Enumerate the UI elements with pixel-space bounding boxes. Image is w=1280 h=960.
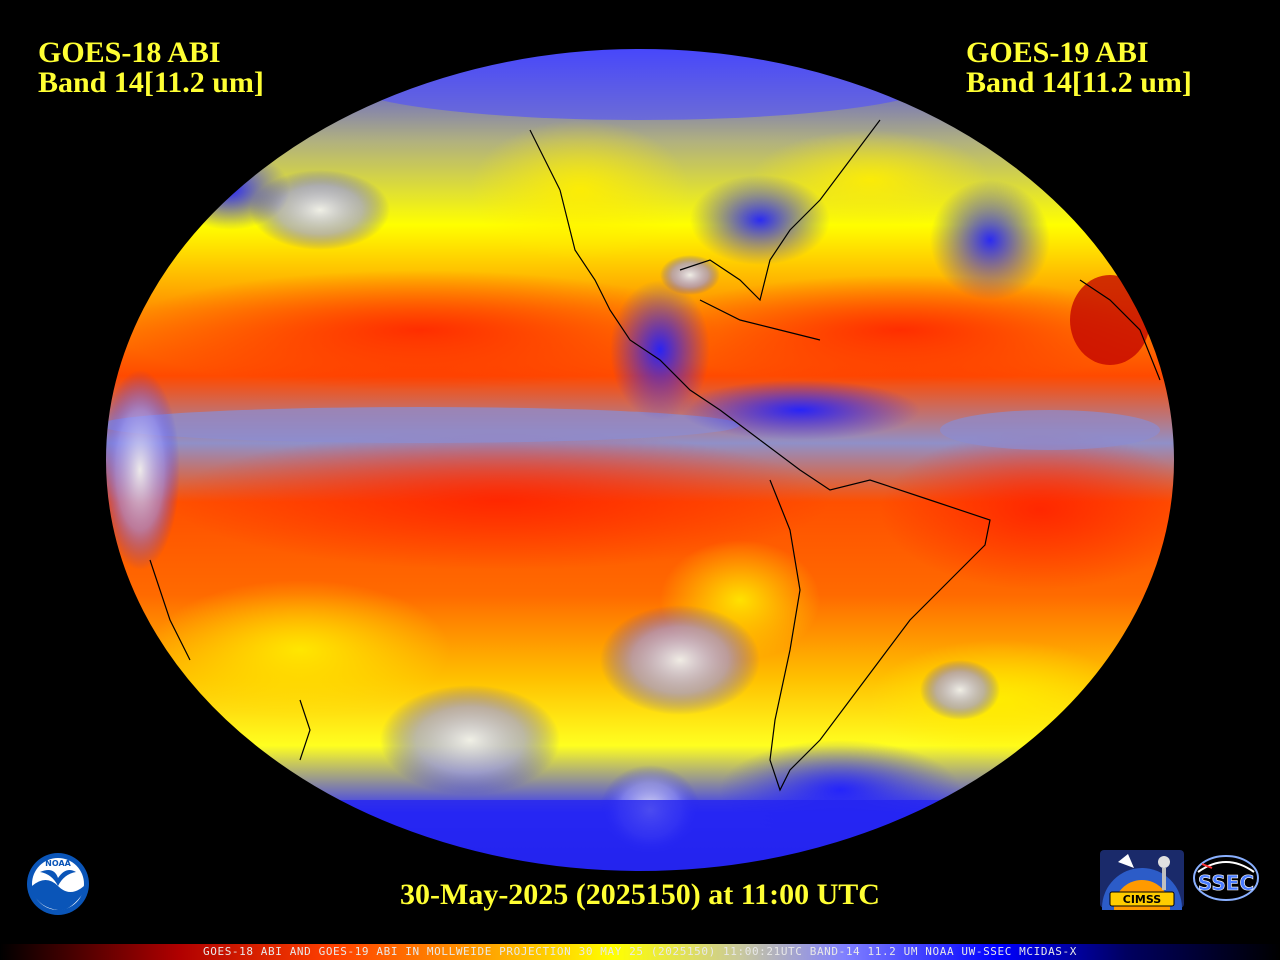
ssec-logo-text: SSEC: [1198, 871, 1254, 895]
right-band-name: Band 14[11.2 um]: [966, 66, 1192, 99]
left-satellite-label: GOES-18 ABI Band 14[11.2 um]: [38, 38, 264, 98]
coastline-outlines: [149, 119, 1161, 792]
ssec-logo: SSEC: [1193, 855, 1259, 901]
left-satellite-name: GOES-18 ABI: [38, 36, 221, 69]
noaa-logo: NOAA: [27, 853, 89, 915]
right-satellite-label: GOES-19 ABI Band 14[11.2 um]: [966, 38, 1192, 98]
right-satellite-name: GOES-19 ABI: [966, 36, 1149, 69]
globe-disk: [105, 48, 1175, 872]
cimss-logo: CIMSS: [1100, 850, 1184, 910]
noaa-logo-text: NOAA: [45, 859, 71, 868]
left-band-name: Band 14[11.2 um]: [38, 66, 264, 99]
globe-outline: [104, 47, 1176, 873]
image-caption-footer: GOES-18 ABI AND GOES-19 ABI IN MOLLWEIDE…: [203, 945, 1077, 958]
color-scale-bar: [0, 944, 1280, 960]
image-date-stamp: 30-May-2025 (2025150) at 11:00 UTC: [400, 878, 880, 911]
cimss-logo-text: CIMSS: [1123, 893, 1162, 906]
